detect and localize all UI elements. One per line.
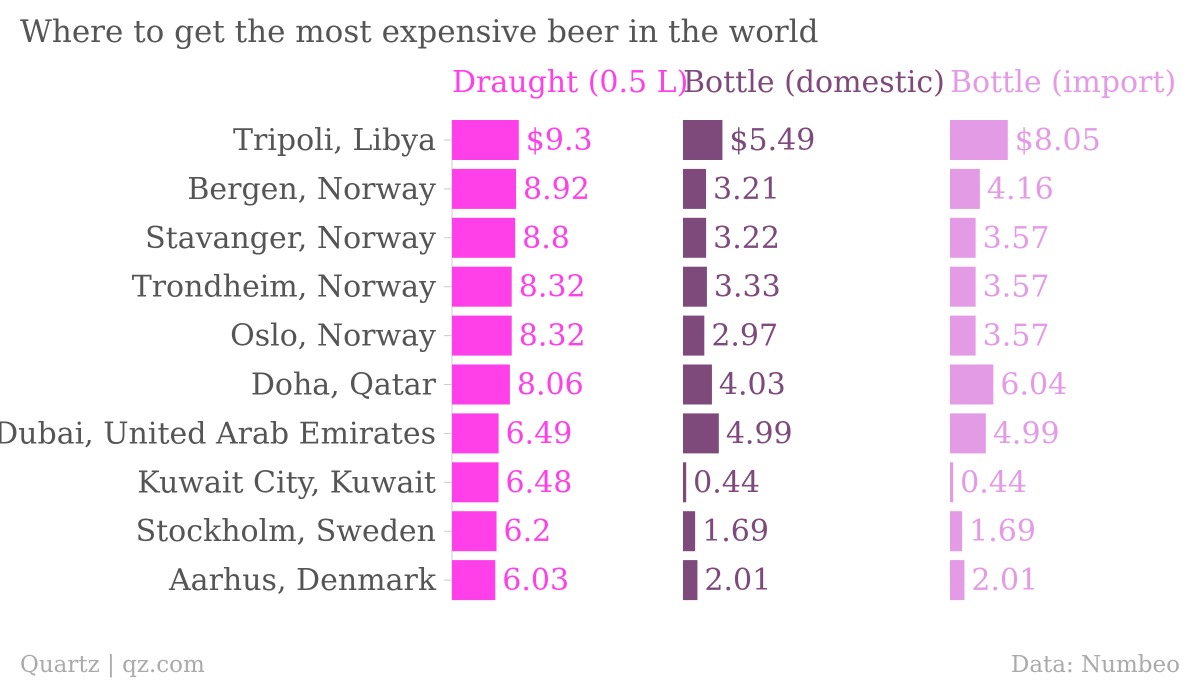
- bar-s2-c8: [950, 511, 963, 552]
- value-label-s2-c3: 3.57: [983, 270, 1050, 305]
- category-label-3: Trondheim, Norway: [132, 270, 436, 305]
- bar-s0-c5: [452, 364, 510, 405]
- bar-s0-c9: [452, 560, 496, 601]
- bar-s1-c3: [683, 266, 707, 307]
- value-label-s1-c6: 4.99: [726, 416, 793, 451]
- value-label-s0-c2: 8.8: [522, 221, 570, 256]
- value-label-s1-c0: $5.49: [729, 123, 815, 158]
- value-label-s2-c9: 2.01: [971, 563, 1038, 598]
- bar-s2-c3: [950, 266, 976, 307]
- series-label-1: Bottle (domestic): [683, 65, 945, 100]
- category-label-0: Tripoli, Libya: [233, 123, 436, 158]
- value-label-s0-c3: 8.32: [519, 270, 586, 305]
- category-label-8: Stockholm, Sweden: [136, 514, 436, 549]
- series-label-0: Draught (0.5 L): [452, 65, 688, 100]
- category-axis: Tripoli, Libya Bergen, Norway Stavanger, N…: [0, 120, 453, 601]
- value-label-s1-c8: 1.69: [702, 514, 769, 549]
- bar-s0-c8: [452, 511, 497, 552]
- value-label-s2-c0: $8.05: [1015, 123, 1101, 158]
- bar-s1-c7: [683, 462, 687, 503]
- category-label-9: Aarhus, Denmark: [168, 563, 437, 598]
- bar-s2-c4: [950, 315, 976, 356]
- bar-s1-c5: [683, 364, 712, 405]
- category-label-1: Bergen, Norway: [187, 172, 436, 207]
- bar-s0-c1: [452, 168, 517, 209]
- value-label-s1-c2: 3.22: [713, 221, 780, 256]
- bar-s0-c4: [452, 315, 512, 356]
- series-label-2: Bottle (import): [950, 65, 1176, 100]
- value-label-s0-c8: 6.2: [504, 514, 552, 549]
- value-label-s2-c1: 4.16: [987, 172, 1054, 207]
- bar-s0-c6: [452, 413, 499, 454]
- value-label-s2-c4: 3.57: [983, 319, 1050, 354]
- bar-s2-c2: [950, 217, 976, 258]
- value-label-s1-c1: 3.21: [713, 172, 780, 207]
- value-label-s0-c0: $9.3: [526, 123, 593, 158]
- category-label-4: Oslo, Norway: [230, 319, 436, 354]
- bar-s1-c6: [683, 413, 719, 454]
- bar-s2-c1: [950, 168, 980, 209]
- bar-s0-c3: [452, 266, 512, 307]
- value-label-s2-c5: 6.04: [1000, 368, 1067, 403]
- bar-s2-c9: [950, 560, 965, 601]
- category-label-2: Stavanger, Norway: [145, 221, 436, 256]
- value-label-s1-c9: 2.01: [704, 563, 771, 598]
- bar-s1-c1: [683, 168, 707, 209]
- value-label-s0-c4: 8.32: [519, 319, 586, 354]
- category-label-7: Kuwait City, Kuwait: [137, 465, 436, 500]
- category-label-5: Doha, Qatar: [251, 368, 437, 403]
- bar-s0-c2: [452, 217, 516, 258]
- bar-s1-c8: [683, 511, 696, 552]
- value-label-s1-c5: 4.03: [719, 368, 786, 403]
- bar-s1-c2: [683, 217, 707, 258]
- value-label-s1-c4: 2.97: [711, 319, 778, 354]
- footer-source-left: Quartz | qz.com: [20, 652, 205, 678]
- bars: $9.3 8.92 8.8 8.32 8.32 8.06 6.49 6.48 6.2 6.03 $5…: [452, 120, 1101, 601]
- value-label-s1-c3: 3.33: [714, 270, 781, 305]
- bar-s0-c7: [452, 462, 499, 503]
- value-label-s0-c9: 6.03: [502, 563, 569, 598]
- series-legend: Draught (0.5 L)Bottle (domestic) Bottle (…: [452, 65, 1176, 100]
- value-label-s2-c6: 4.99: [993, 416, 1060, 451]
- value-label-s0-c6: 6.49: [506, 416, 573, 451]
- chart-title: Where to get the most expensive beer in …: [20, 14, 818, 50]
- bar-s1-c4: [683, 315, 705, 356]
- value-label-s2-c2: 3.57: [983, 221, 1050, 256]
- value-label-s2-c7: 0.44: [960, 465, 1027, 500]
- bar-s2-c0: [950, 120, 1008, 160]
- bar-s1-c0: [683, 120, 723, 160]
- value-label-s1-c7: 0.44: [693, 465, 760, 500]
- value-label-s2-c8: 1.69: [969, 514, 1036, 549]
- bar-s2-c7: [950, 462, 954, 503]
- value-label-s0-c7: 6.48: [506, 465, 573, 500]
- value-label-s0-c1: 8.92: [523, 172, 590, 207]
- bar-s2-c5: [950, 364, 994, 405]
- value-label-s0-c5: 8.06: [517, 368, 584, 403]
- bar-s0-c0: [452, 120, 519, 160]
- footer-source-right: Data: Numbeo: [1011, 652, 1180, 678]
- category-label-6: Dubai, United Arab Emirates: [0, 416, 436, 451]
- bar-s1-c9: [683, 560, 698, 601]
- bar-s2-c6: [950, 413, 986, 454]
